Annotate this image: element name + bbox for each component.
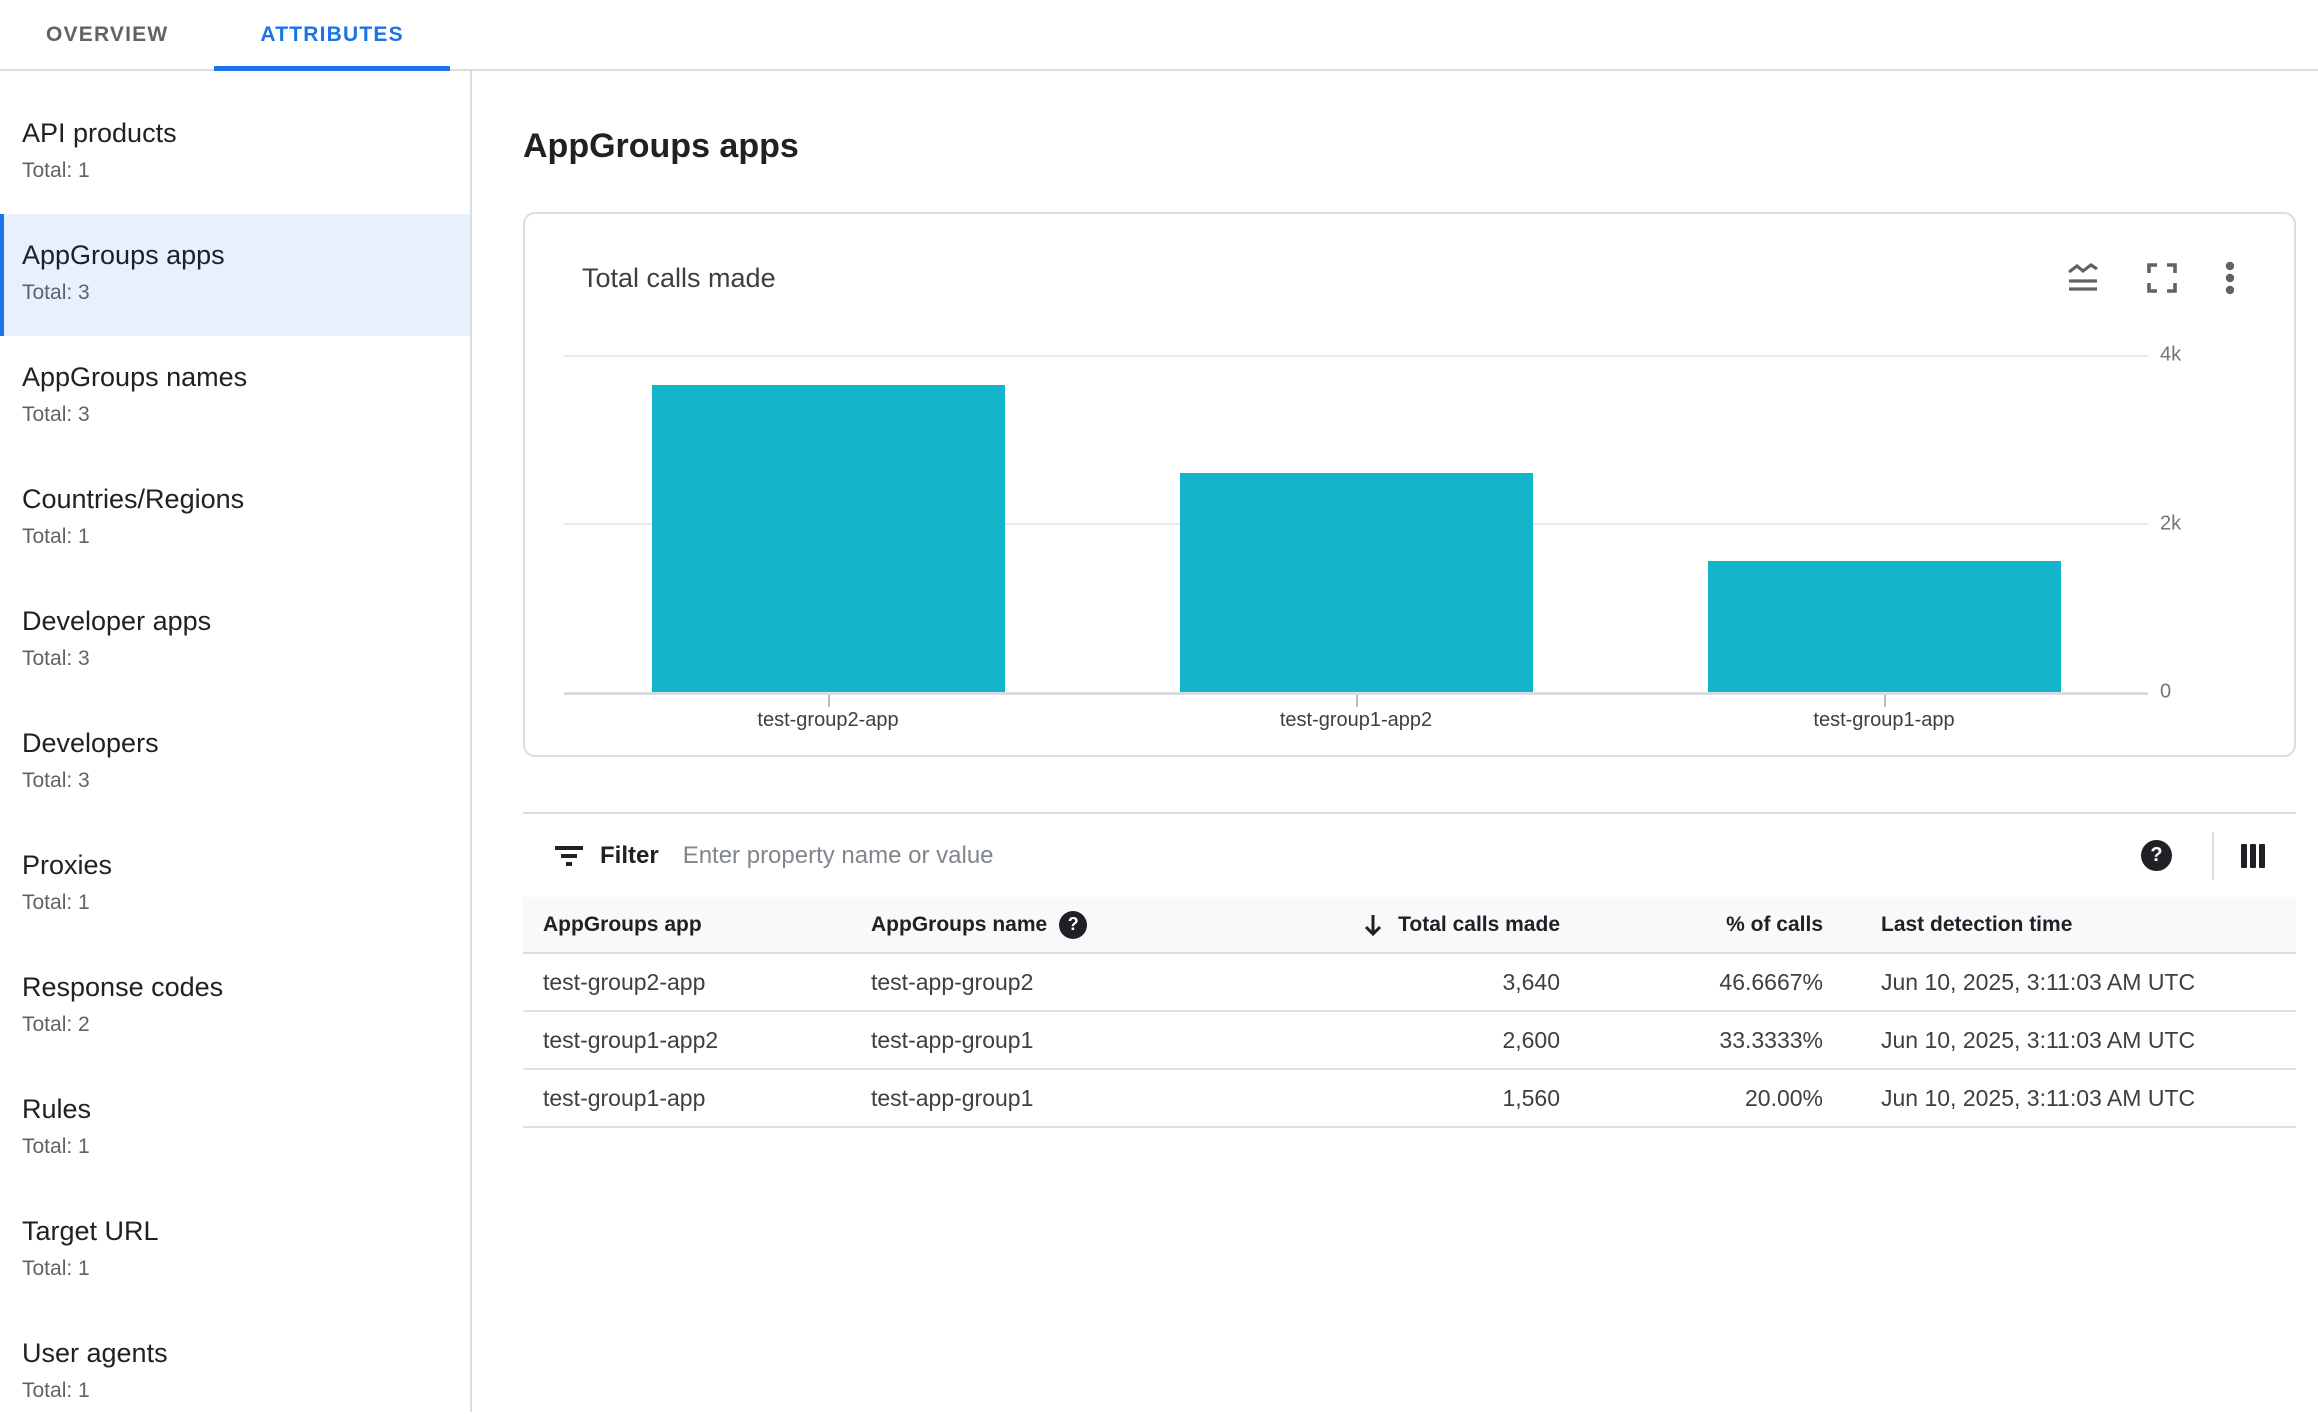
y-axis-tick: 4k [2160,343,2182,366]
tab-overview-label: OVERVIEW [46,22,169,46]
x-axis-label: test-group2-app [564,695,1092,732]
cell-pct-of-calls: 46.6667% [1719,968,1823,995]
sidebar-item-total: Total: 1 [22,1135,90,1158]
sidebar-item-label: AppGroups apps [22,240,225,270]
chart-type-icon[interactable] [2066,261,2100,295]
sidebar-item-total: Total: 1 [22,159,90,182]
column-header-pct-of-calls[interactable]: % of calls [1726,912,1823,936]
column-header-total-calls-made[interactable]: Total calls made [1251,912,1580,938]
sidebar-item-label: API products [22,118,177,148]
table-row: test-group1-app2 test-app-group1 2,600 3… [523,1012,2296,1070]
sidebar-item-user-agents[interactable]: User agents Total: 1 [0,1312,470,1412]
sidebar-item-total: Total: 1 [22,1257,90,1280]
column-selector-icon[interactable] [2240,843,2266,869]
filter-icon [555,845,583,866]
column-header-appgroups-app[interactable]: AppGroups app [543,912,702,936]
sidebar-item-total: Total: 3 [22,281,90,304]
cell-appgroups-name: test-app-group1 [871,1026,1034,1053]
table-header-row: AppGroups app AppGroups name ? [523,897,2296,954]
x-axis-label: test-group1-app2 [1092,695,1620,732]
more-options-icon[interactable] [2224,261,2236,295]
cell-total-calls: 2,600 [1502,1026,1560,1053]
tab-overview[interactable]: OVERVIEW [0,0,214,69]
sidebar-item-countries-regions[interactable]: Countries/Regions Total: 1 [0,458,470,580]
filter-input[interactable] [680,840,2141,871]
chart-bar-test-group1-app[interactable] [1707,560,2061,692]
y-axis-tick: 2k [2160,512,2182,534]
cell-pct-of-calls: 20.00% [1744,1084,1823,1111]
attributes-table-section: Filter ? AppGroups app AppGroup [523,812,2296,1128]
cell-total-calls: 1,560 [1502,1084,1560,1111]
filter-help-icon[interactable]: ? [2141,840,2172,871]
table-row: test-group1-app test-app-group1 1,560 20… [523,1070,2296,1128]
plot-area: 4k 2k 0 [564,344,2181,703]
sidebar-item-label: Target URL [22,1216,159,1246]
page-title: AppGroups apps [523,127,799,165]
cell-appgroups-app: test-group1-app2 [543,1026,719,1053]
sidebar-item-proxies[interactable]: Proxies Total: 1 [0,824,470,946]
cell-appgroups-app: test-group2-app [543,968,706,995]
column-header-last-detection-time[interactable]: Last detection time [1881,912,2073,936]
appgroups-name-help-icon[interactable]: ? [1059,910,1088,939]
sidebar-item-developers[interactable]: Developers Total: 3 [0,702,470,824]
cell-appgroups-name: test-app-group1 [871,1084,1034,1111]
column-header-appgroups-name[interactable]: AppGroups name ? [871,910,1251,939]
sidebar-item-label: Response codes [22,972,224,1002]
filter-label: Filter [600,841,659,869]
cell-total-calls: 3,640 [1502,968,1560,995]
sort-descending-icon [1360,912,1386,938]
tab-attributes[interactable]: ATTRIBUTES [214,0,451,71]
sidebar-item-label: User agents [22,1338,168,1368]
table-row: test-group2-app test-app-group2 3,640 46… [523,954,2296,1012]
chart-bar-test-group1-app2[interactable] [1179,472,1533,692]
tab-attributes-label: ATTRIBUTES [260,22,404,46]
sidebar-item-total: Total: 2 [22,1013,90,1036]
sidebar-item-developer-apps[interactable]: Developer apps Total: 3 [0,580,470,702]
x-axis-label: test-group1-app [1620,695,2148,732]
fullscreen-icon[interactable] [2146,262,2178,294]
sidebar-item-total: Total: 1 [22,525,90,548]
sidebar-item-total: Total: 3 [22,769,90,792]
bar-chart: 4k 2k 0 test-group2-app test-group1-app2… [564,344,2255,732]
sidebar-item-rules[interactable]: Rules Total: 1 [0,1068,470,1190]
cell-last-detection-time: Jun 10, 2025, 3:11:03 AM UTC [1881,968,2196,995]
sidebar-item-total: Total: 1 [22,1379,90,1402]
sidebar-item-response-codes[interactable]: Response codes Total: 2 [0,946,470,1068]
chart-title: Total calls made [582,263,776,293]
cell-appgroups-name: test-app-group2 [871,968,1034,995]
sidebar-item-total: Total: 1 [22,891,90,914]
sidebar-item-total: Total: 3 [22,403,90,426]
main-content: AppGroups apps Total calls made [472,71,2318,1412]
y-axis-tick: 0 [2160,680,2172,703]
chart-actions [2066,261,2236,295]
chart-bar-test-group2-app[interactable] [651,385,1005,692]
gridline-4k [564,355,2148,357]
filter-row: Filter ? [523,814,2296,897]
cell-last-detection-time: Jun 10, 2025, 3:11:03 AM UTC [1881,1084,2196,1111]
cell-last-detection-time: Jun 10, 2025, 3:11:03 AM UTC [1881,1026,2196,1053]
sidebar-item-target-url[interactable]: Target URL Total: 1 [0,1190,470,1312]
sidebar-item-label: Proxies [22,850,113,880]
sidebar-item-label: Developers [22,728,159,758]
sidebar-item-api-products[interactable]: API products Total: 1 [0,92,470,214]
sidebar-item-label: Rules [22,1094,92,1124]
sidebar-item-label: Countries/Regions [22,484,245,514]
sidebar-item-label: AppGroups names [22,362,248,392]
sidebar-item-label: Developer apps [22,606,212,636]
divider [2212,831,2214,880]
cell-pct-of-calls: 33.3333% [1719,1026,1823,1053]
total-calls-chart-card: Total calls made [523,212,2296,757]
sidebar-item-appgroups-apps[interactable]: AppGroups apps Total: 3 [0,214,470,336]
attributes-sidebar: API products Total: 1 AppGroups apps Tot… [0,71,472,1412]
sidebar-item-total: Total: 3 [22,647,90,670]
cell-appgroups-app: test-group1-app [543,1084,706,1111]
tab-bar: OVERVIEW ATTRIBUTES [0,0,2318,71]
sidebar-item-appgroups-names[interactable]: AppGroups names Total: 3 [0,336,470,458]
x-axis-labels: test-group2-app test-group1-app2 test-gr… [564,695,2148,732]
